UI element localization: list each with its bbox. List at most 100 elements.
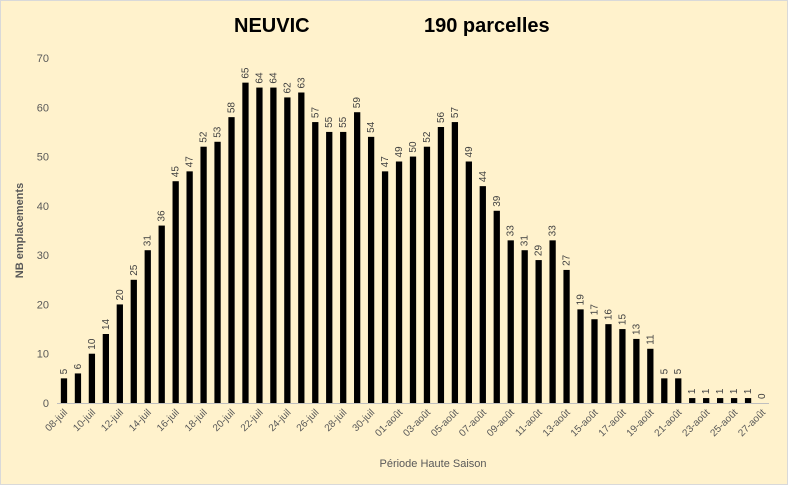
bar (60, 378, 68, 403)
bar (172, 181, 179, 403)
data-label: 57 (450, 107, 461, 119)
data-label: 50 (408, 141, 419, 153)
data-label: 1 (729, 388, 740, 394)
x-tick-label: 09-août (485, 407, 517, 439)
data-label: 1 (701, 388, 712, 394)
x-tick-label: 08-juil (43, 407, 70, 434)
y-tick-label: 50 (37, 152, 49, 164)
data-label: 55 (338, 116, 349, 128)
data-label: 39 (492, 195, 503, 207)
x-tick-label: 18-juil (183, 407, 210, 434)
bar (312, 122, 319, 404)
bar (74, 373, 82, 403)
bar (186, 171, 193, 403)
bar (619, 329, 626, 403)
data-label: 31 (143, 235, 154, 247)
y-tick-label: 60 (37, 102, 49, 114)
data-label: 52 (422, 131, 433, 143)
y-tick-label: 40 (37, 201, 49, 213)
y-tick-label: 0 (43, 398, 49, 410)
bar (437, 127, 445, 403)
data-label: 27 (562, 254, 573, 266)
bar (451, 122, 459, 404)
bar (591, 319, 598, 403)
bar (395, 161, 403, 403)
data-label: 5 (59, 368, 70, 374)
data-label: 45 (171, 166, 182, 178)
data-label: 65 (240, 67, 251, 79)
x-tick-label: 13-août (541, 407, 573, 439)
x-tick-label: 12-juil (99, 407, 126, 434)
x-tick-label: 10-juil (71, 407, 98, 434)
bar (744, 398, 752, 403)
y-tick-label: 10 (37, 349, 49, 361)
data-label: 54 (366, 121, 377, 133)
data-label: 19 (576, 294, 587, 306)
x-tick-label: 19-août (625, 407, 657, 439)
chart-title: NEUVIC (234, 15, 310, 37)
data-label: 6 (73, 363, 84, 369)
data-label: 1 (743, 388, 754, 394)
bar (381, 171, 389, 403)
bar (730, 398, 738, 403)
bar (284, 97, 291, 403)
data-label: 64 (268, 72, 279, 84)
x-tick-label: 11-août (514, 407, 545, 438)
x-tick-label: 30-juil (351, 407, 378, 434)
data-label: 25 (129, 264, 140, 276)
bar (577, 309, 584, 403)
bar (563, 269, 570, 403)
bar (633, 338, 640, 403)
bar (298, 92, 305, 403)
x-tick-label: 16-juil (155, 407, 182, 434)
bar (228, 117, 235, 404)
bar (507, 240, 514, 403)
bar (535, 260, 542, 403)
data-label: 33 (548, 225, 559, 237)
bar (326, 131, 333, 403)
data-label: 58 (227, 102, 238, 114)
bar (102, 334, 110, 403)
bar (521, 250, 528, 403)
data-label: 55 (324, 116, 335, 128)
x-tick-label: 07-août (457, 407, 489, 439)
y-tick-label: 70 (37, 53, 49, 65)
bar (689, 398, 696, 403)
data-label: 1 (687, 388, 698, 394)
data-label: 63 (296, 77, 307, 89)
data-label: 11 (645, 334, 656, 345)
bar (479, 186, 486, 403)
x-tick-label: 22-juil (239, 407, 266, 434)
bar (409, 156, 417, 403)
data-label: 10 (87, 338, 98, 350)
x-tick-label: 23-août (681, 407, 713, 439)
data-label: 0 (757, 393, 768, 399)
bar (130, 279, 137, 403)
data-label: 13 (631, 323, 642, 335)
x-axis-title: Période Haute Saison (379, 458, 486, 470)
data-label: 29 (534, 245, 545, 257)
x-tick-label: 15-août (569, 407, 601, 439)
bar (340, 131, 347, 403)
x-tick-label: 03-août (401, 407, 433, 439)
data-label: 52 (199, 131, 210, 143)
bar (200, 146, 207, 403)
bar (465, 161, 472, 403)
bar (270, 87, 277, 404)
data-label: 59 (352, 97, 363, 109)
x-tick-label: 25-août (708, 407, 740, 439)
bar (675, 378, 682, 403)
x-tick-label: 28-juil (323, 407, 350, 434)
bar (367, 136, 375, 403)
data-label: 20 (115, 289, 126, 301)
data-label: 15 (617, 314, 628, 326)
data-label: 44 (478, 171, 489, 183)
data-label: 56 (436, 111, 447, 123)
data-label: 49 (464, 146, 475, 158)
bar (493, 210, 500, 403)
bar (158, 225, 165, 403)
y-axis-title: NB emplacements (14, 183, 26, 278)
data-label: 5 (659, 368, 670, 374)
